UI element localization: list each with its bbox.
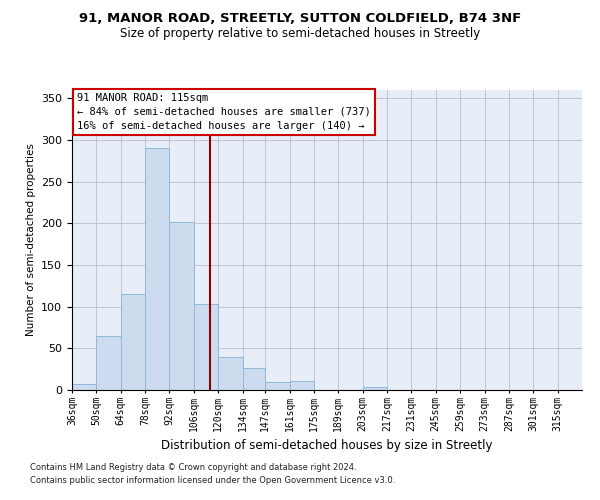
- Text: 91 MANOR ROAD: 115sqm
← 84% of semi-detached houses are smaller (737)
16% of sem: 91 MANOR ROAD: 115sqm ← 84% of semi-deta…: [77, 93, 371, 131]
- Bar: [169, 222, 194, 390]
- Bar: [290, 381, 314, 390]
- Bar: [362, 386, 387, 390]
- Bar: [97, 336, 121, 390]
- Bar: [242, 368, 265, 390]
- Y-axis label: Number of semi-detached properties: Number of semi-detached properties: [26, 144, 35, 336]
- Text: Contains HM Land Registry data © Crown copyright and database right 2024.: Contains HM Land Registry data © Crown c…: [30, 464, 356, 472]
- Bar: [121, 294, 145, 390]
- Text: 91, MANOR ROAD, STREETLY, SUTTON COLDFIELD, B74 3NF: 91, MANOR ROAD, STREETLY, SUTTON COLDFIE…: [79, 12, 521, 26]
- Bar: [218, 356, 242, 390]
- Text: Size of property relative to semi-detached houses in Streetly: Size of property relative to semi-detach…: [120, 28, 480, 40]
- X-axis label: Distribution of semi-detached houses by size in Streetly: Distribution of semi-detached houses by …: [161, 439, 493, 452]
- Bar: [72, 384, 97, 390]
- Bar: [194, 304, 218, 390]
- Text: Contains public sector information licensed under the Open Government Licence v3: Contains public sector information licen…: [30, 476, 395, 485]
- Bar: [265, 382, 290, 390]
- Bar: [145, 148, 169, 390]
